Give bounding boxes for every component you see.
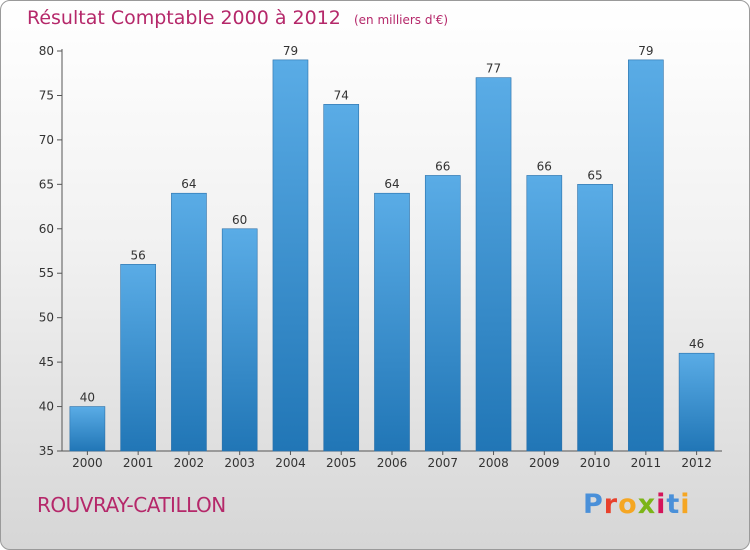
chart-title: Résultat Comptable 2000 à 2012 (en milli… xyxy=(27,7,448,29)
data-label: 66 xyxy=(537,159,552,173)
logo-letter: i xyxy=(680,489,691,520)
bar xyxy=(171,192,207,452)
title-text: Résultat Comptable 2000 à 2012 xyxy=(27,7,341,29)
y-tick-label: 65 xyxy=(39,177,54,191)
x-tick-label: 2012 xyxy=(681,456,712,470)
x-tick-label: 2007 xyxy=(427,456,458,470)
data-label: 65 xyxy=(587,168,602,182)
x-tick-label: 2000 xyxy=(72,456,103,470)
data-label: 64 xyxy=(384,177,399,191)
x-tick-label: 2005 xyxy=(326,456,357,470)
bar xyxy=(678,352,715,452)
bar xyxy=(323,104,360,452)
bar xyxy=(577,184,613,452)
x-tick-label: 2010 xyxy=(580,456,611,470)
logo-letter: i xyxy=(656,489,667,520)
y-tick-label: 50 xyxy=(39,311,54,325)
data-label: 60 xyxy=(232,213,247,227)
y-tick-label: 45 xyxy=(39,355,54,369)
proxiti-logo: Proxiti xyxy=(583,489,691,520)
y-tick-label: 70 xyxy=(39,133,54,147)
bar xyxy=(475,77,512,452)
data-label: 64 xyxy=(181,177,196,191)
bar xyxy=(628,59,664,452)
y-tick-label: 35 xyxy=(39,444,54,458)
bar xyxy=(69,406,106,452)
x-tick-label: 2009 xyxy=(529,456,560,470)
x-tick-label: 2001 xyxy=(123,456,154,470)
logo-letter: P xyxy=(583,489,604,520)
data-label: 46 xyxy=(689,337,704,351)
commune-name: ROUVRAY-CATILLON xyxy=(37,493,226,517)
bars xyxy=(69,59,715,452)
x-tick-label: 2003 xyxy=(224,456,255,470)
x-tick-label: 2006 xyxy=(377,456,408,470)
bar xyxy=(272,59,309,452)
bar xyxy=(424,175,461,452)
y-tick-label: 75 xyxy=(39,88,54,102)
data-label: 74 xyxy=(334,88,349,102)
data-label: 77 xyxy=(486,62,501,76)
data-label: 66 xyxy=(435,159,450,173)
logo-letter: t xyxy=(666,489,681,520)
data-label: 56 xyxy=(131,248,146,262)
y-tick-label: 60 xyxy=(39,222,54,236)
data-label: 79 xyxy=(283,44,298,58)
bar xyxy=(120,264,156,452)
y-tick-label: 40 xyxy=(39,400,54,414)
x-tick-label: 2011 xyxy=(631,456,662,470)
y-tick-label: 55 xyxy=(39,266,54,280)
logo-letter: x xyxy=(637,489,657,520)
x-tick-label: 2008 xyxy=(478,456,509,470)
unit-note: (en milliers d'€) xyxy=(353,13,449,27)
logo-letter: r xyxy=(603,489,619,520)
bar xyxy=(526,175,563,452)
logo-letter: o xyxy=(618,489,638,520)
labels: 2000 40 2001 56 2002 64 2003 60 2004 79 2005 74 2006… xyxy=(72,44,712,470)
x-tick-label: 2002 xyxy=(174,456,205,470)
data-label: 79 xyxy=(638,44,653,58)
y-tick-label: 80 xyxy=(39,44,54,58)
data-label: 40 xyxy=(80,391,95,405)
x-tick-label: 2004 xyxy=(275,456,306,470)
bar xyxy=(221,228,258,452)
bar xyxy=(374,192,410,452)
